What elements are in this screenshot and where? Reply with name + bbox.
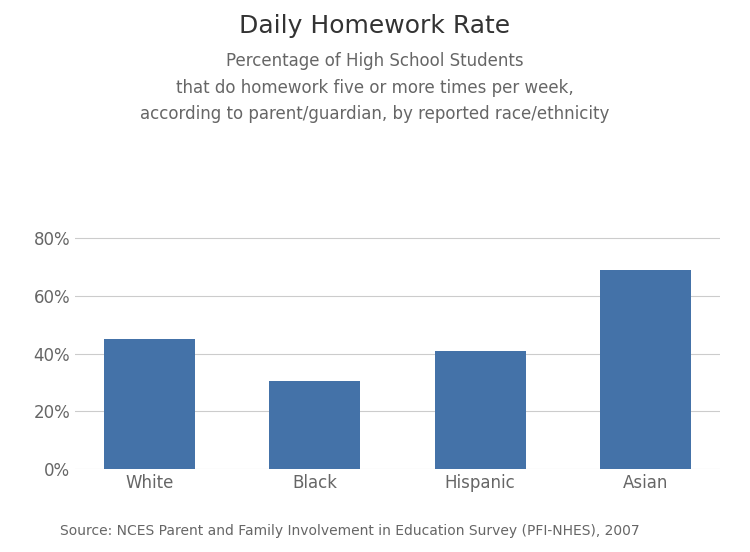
Bar — [269, 381, 360, 469]
Bar — [435, 351, 526, 469]
Text: Daily Homework Rate: Daily Homework Rate — [239, 14, 511, 38]
Bar — [104, 339, 195, 469]
Text: Source: NCES Parent and Family Involvement in Education Survey (PFI-NHES), 2007: Source: NCES Parent and Family Involveme… — [60, 524, 640, 538]
Bar — [600, 270, 691, 469]
Text: Percentage of High School Students
that do homework five or more times per week,: Percentage of High School Students that … — [140, 52, 610, 123]
